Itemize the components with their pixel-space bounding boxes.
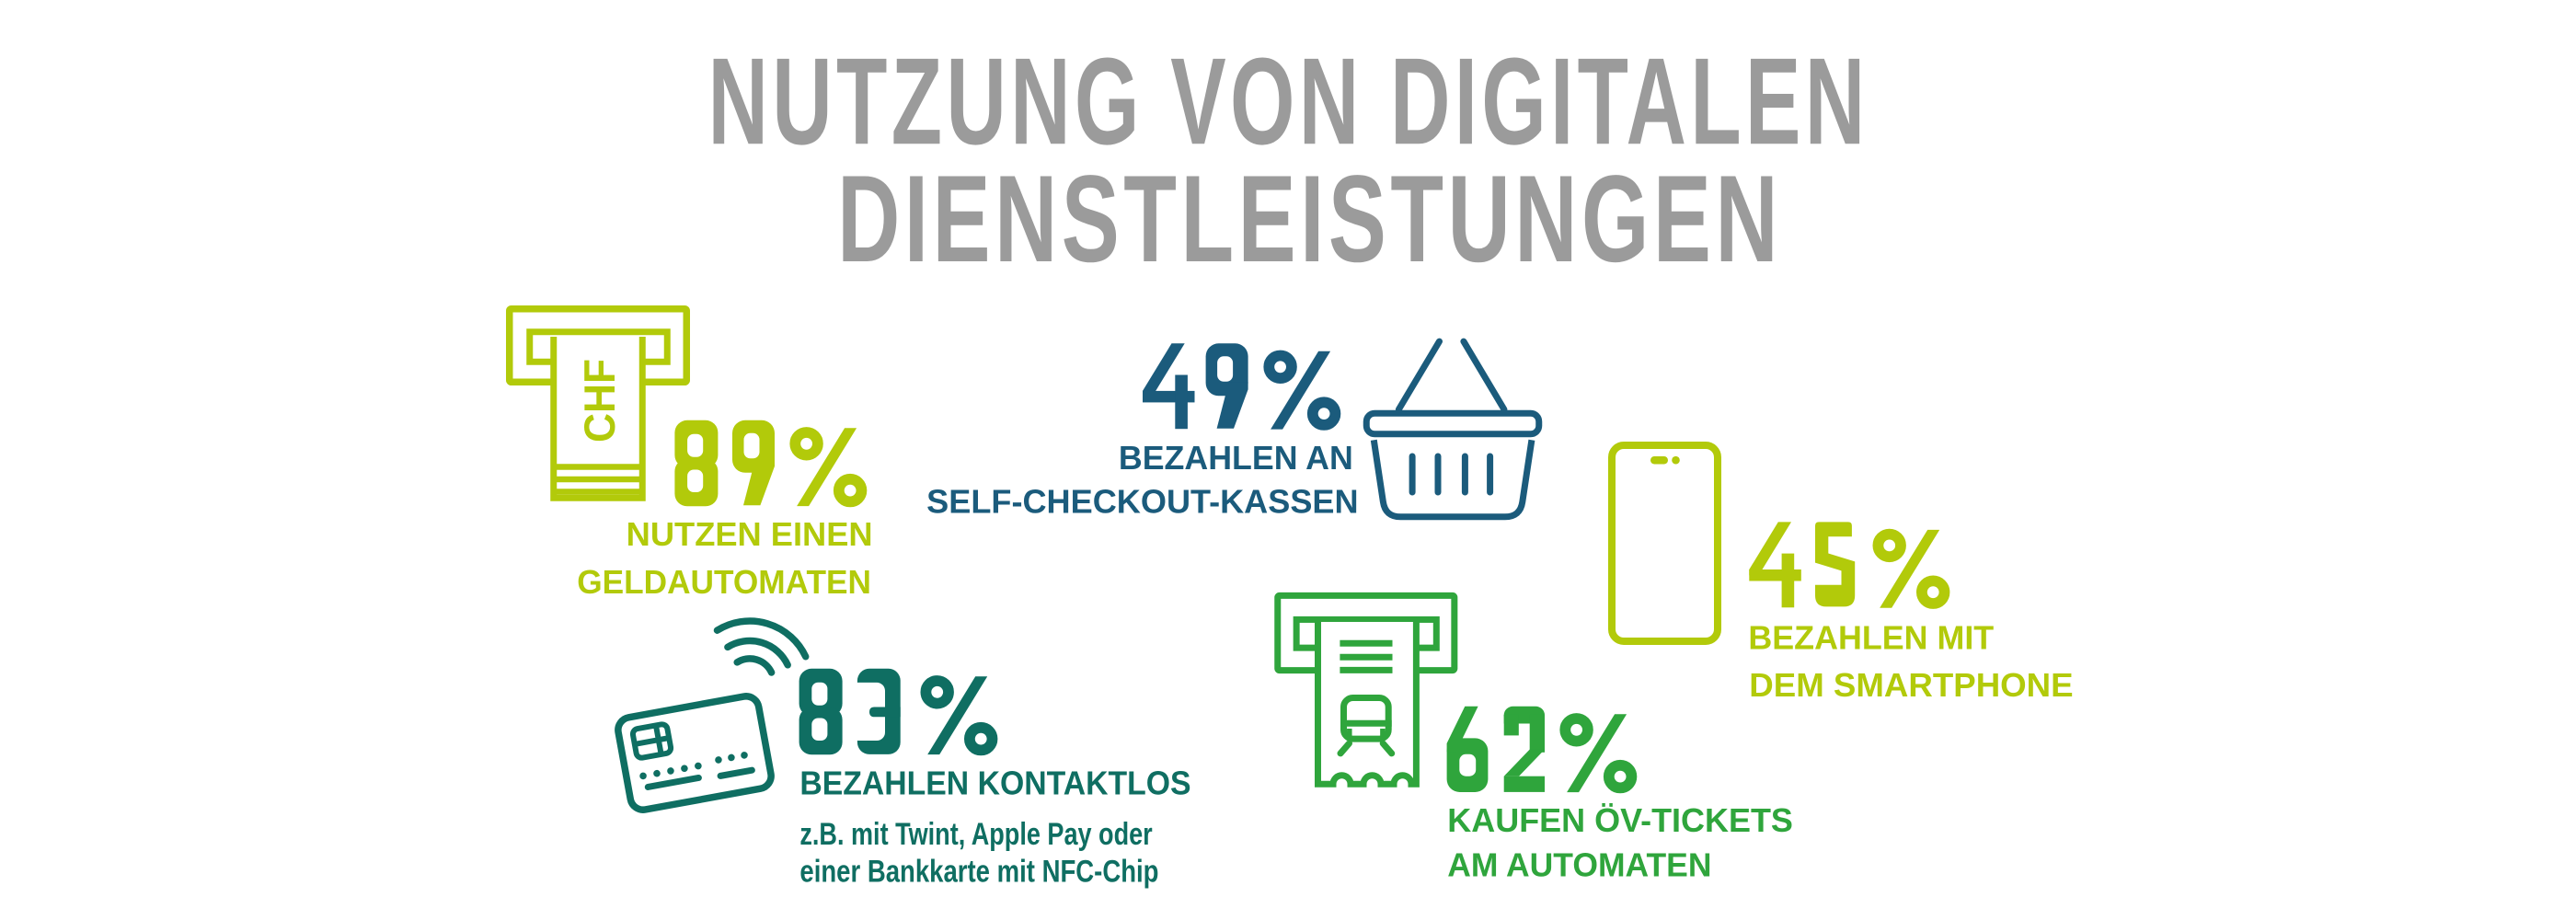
svg-text:SELF-CHECKOUT-KASSEN: SELF-CHECKOUT-KASSEN	[926, 482, 1358, 520]
svg-text:GELDAUTOMATEN: GELDAUTOMATEN	[577, 563, 871, 601]
svg-text:NUTZEN EINEN: NUTZEN EINEN	[627, 515, 873, 553]
svg-text:CHF: CHF	[575, 359, 624, 443]
svg-text:BEZAHLEN KONTAKTLOS: BEZAHLEN KONTAKTLOS	[799, 764, 1190, 801]
svg-text:einer Bankkarte mit NFC-Chip: einer Bankkarte mit NFC-Chip	[799, 855, 1158, 890]
svg-text:NUTZUNG VON DIGITALEN: NUTZUNG VON DIGITALEN	[708, 32, 1869, 170]
svg-text:z.B. mit Twint, Apple Pay oder: z.B. mit Twint, Apple Pay oder	[799, 817, 1152, 852]
svg-text:KAUFEN ÖV-TICKETS: KAUFEN ÖV-TICKETS	[1447, 801, 1793, 839]
svg-text:BEZAHLEN AN: BEZAHLEN AN	[1119, 439, 1353, 477]
svg-text:DEM SMARTPHONE: DEM SMARTPHONE	[1749, 666, 2073, 704]
svg-text:BEZAHLEN MIT: BEZAHLEN MIT	[1748, 618, 1994, 656]
svg-text:AM AUTOMATEN: AM AUTOMATEN	[1447, 846, 1711, 884]
svg-text:DIENSTLEISTUNGEN: DIENSTLEISTUNGEN	[837, 150, 1782, 288]
